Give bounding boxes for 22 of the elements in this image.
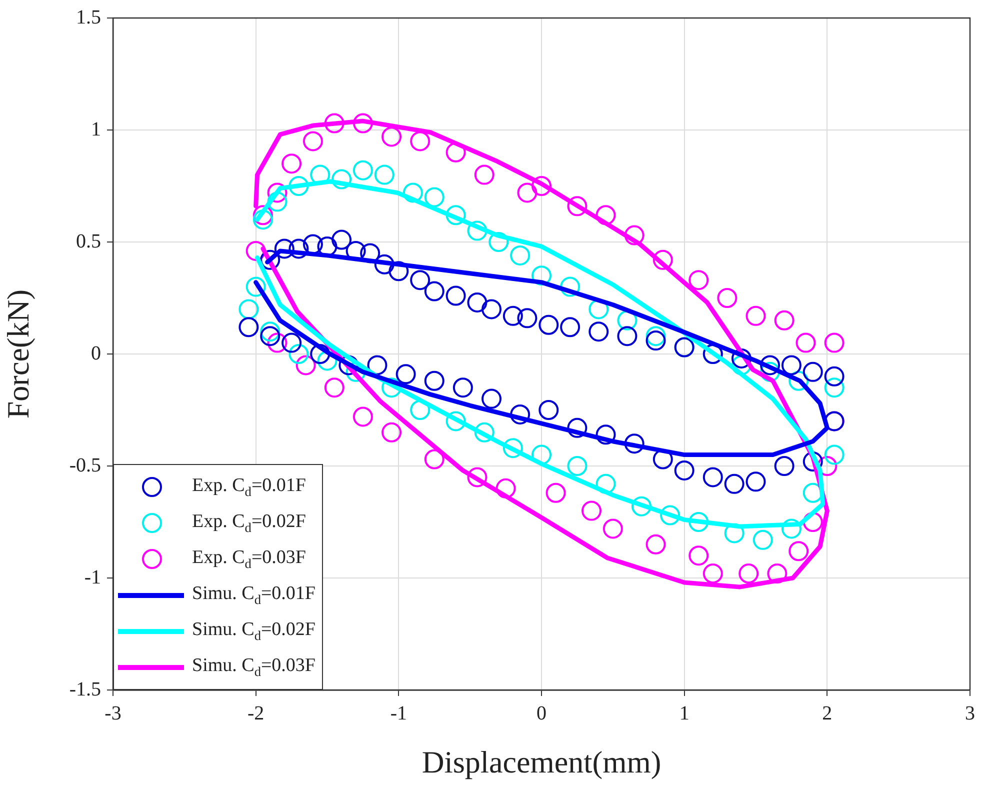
legend-label: Exp. C$_{d}$=0.02F — [192, 510, 306, 536]
x-axis-title: Displacement(mm) — [422, 744, 662, 780]
x-tick-label: 3 — [965, 702, 975, 724]
y-tick-label: 1.5 — [76, 6, 101, 28]
x-tick-label: 2 — [822, 702, 832, 724]
legend-label: Simu. C$_{d}$=0.02F — [192, 618, 316, 644]
x-tick-label: 0 — [536, 702, 546, 724]
y-axis-title: Force(kN) — [0, 289, 36, 419]
y-tick-label: -1 — [84, 566, 101, 588]
legend-label: Exp. C$_{d}$=0.03F — [192, 546, 306, 572]
x-tick-label: -3 — [104, 702, 122, 724]
x-tick-label: -2 — [247, 702, 264, 724]
y-tick-label: -1.5 — [69, 678, 101, 700]
legend-label: Exp. C$_{d}$=0.01F — [192, 474, 306, 500]
legend-label: Simu. C$_{d}$=0.01F — [192, 582, 316, 608]
x-tick-label: -1 — [390, 702, 408, 724]
legend-label: Simu. C$_{d}$=0.03F — [192, 654, 316, 680]
y-tick-label: 1 — [91, 118, 101, 140]
y-tick-label: 0.5 — [76, 230, 101, 252]
x-tick-label: 1 — [679, 702, 690, 724]
y-tick-label: 0 — [91, 342, 101, 364]
y-tick-label: -0.5 — [69, 454, 101, 476]
